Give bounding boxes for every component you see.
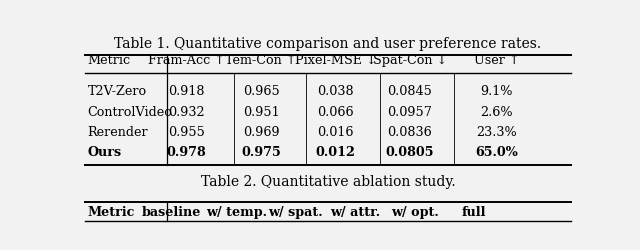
Text: Rerender: Rerender [88,126,148,138]
Text: 0.0805: 0.0805 [385,146,434,159]
Text: ControlVideo: ControlVideo [88,105,172,118]
Text: 23.3%: 23.3% [476,126,517,138]
Text: Fram-Acc ↑: Fram-Acc ↑ [148,53,225,66]
Text: w/ spat.: w/ spat. [268,206,323,218]
Text: w/ attr.: w/ attr. [330,206,380,218]
Text: Metric: Metric [88,53,131,66]
Text: 0.932: 0.932 [168,105,205,118]
Text: 0.951: 0.951 [243,105,279,118]
Text: 0.969: 0.969 [243,126,279,138]
Text: 0.978: 0.978 [167,146,207,159]
Text: w/ opt.: w/ opt. [391,206,438,218]
Text: 0.975: 0.975 [241,146,281,159]
Text: 0.955: 0.955 [168,126,205,138]
Text: 0.0836: 0.0836 [387,126,432,138]
Text: w/ temp.: w/ temp. [205,206,267,218]
Text: Table 1. Quantitative comparison and user preference rates.: Table 1. Quantitative comparison and use… [115,37,541,51]
Text: 0.0957: 0.0957 [387,105,432,118]
Text: Pixel-MSE ↓: Pixel-MSE ↓ [294,53,376,66]
Text: Spat-Con ↓: Spat-Con ↓ [372,53,447,66]
Text: baseline: baseline [142,206,202,218]
Text: 0.0845: 0.0845 [387,85,432,98]
Text: 9.1%: 9.1% [481,85,513,98]
Text: T2V-Zero: T2V-Zero [88,85,147,98]
Text: 65.0%: 65.0% [476,146,518,159]
Text: Tem-Con ↑: Tem-Con ↑ [225,53,297,66]
Text: Metric: Metric [88,206,135,218]
Text: 2.6%: 2.6% [481,105,513,118]
Text: 0.038: 0.038 [317,85,354,98]
Text: full: full [462,206,486,218]
Text: 0.012: 0.012 [316,146,355,159]
Text: 0.016: 0.016 [317,126,354,138]
Text: 0.965: 0.965 [243,85,280,98]
Text: Table 2. Quantitative ablation study.: Table 2. Quantitative ablation study. [201,174,455,188]
Text: Ours: Ours [88,146,122,159]
Text: 0.066: 0.066 [317,105,354,118]
Text: 0.918: 0.918 [168,85,205,98]
Text: User ↑: User ↑ [474,53,520,66]
